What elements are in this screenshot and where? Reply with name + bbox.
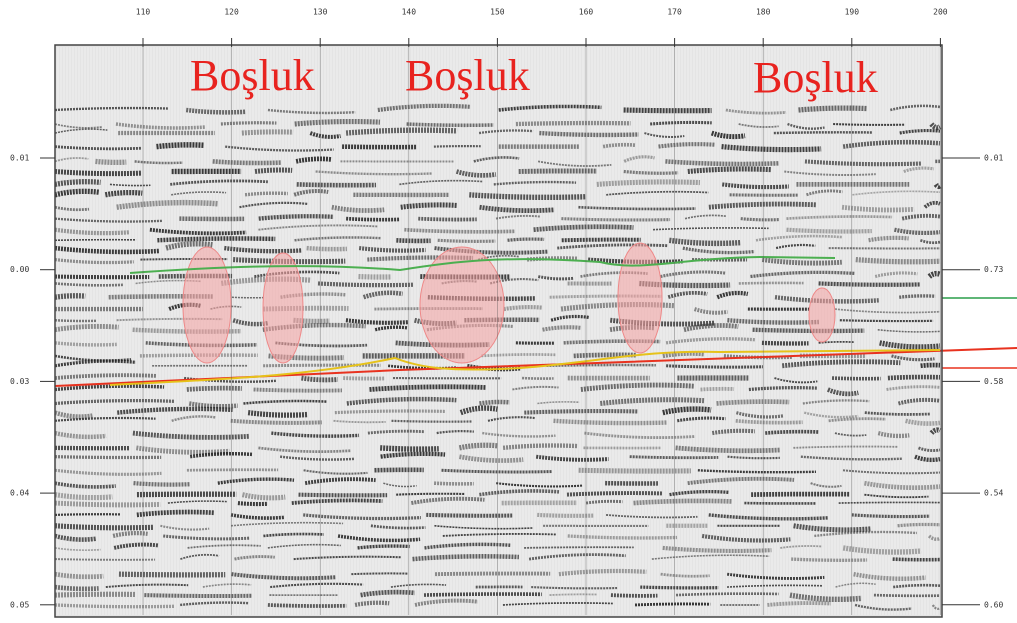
right-tick-label: 0.01	[984, 154, 1003, 163]
left-tick-label: 0.01	[10, 154, 29, 163]
reflector	[524, 547, 634, 548]
right-tick-label: 0.54	[984, 489, 1003, 498]
left-tick-label: 0.04	[10, 489, 29, 498]
reflector	[842, 207, 914, 210]
annotation: Boşluk	[190, 51, 315, 100]
reflector	[787, 230, 872, 232]
void-highlight	[618, 243, 662, 353]
reflector	[245, 193, 288, 195]
reflector	[55, 171, 142, 173]
top-tick-label: 180	[756, 8, 771, 17]
right-tick-label: 0.60	[984, 600, 1003, 609]
reflector	[404, 230, 515, 232]
annotation: Boşluk	[405, 51, 530, 100]
annotation: Boşluk	[753, 53, 878, 102]
reflector	[603, 145, 635, 147]
reflector	[55, 343, 117, 345]
right-tick-label: 0.73	[984, 265, 1003, 274]
seismic-figure: 110 120 130 140 150 160 170 180 190 200 0.01 0.00 0.…	[0, 0, 1017, 623]
void-highlight	[809, 288, 835, 342]
reflector	[531, 587, 617, 588]
top-tick-label: 140	[402, 8, 417, 17]
reflector	[898, 524, 940, 525]
reflector	[55, 587, 99, 589]
reflector	[479, 402, 509, 403]
top-tick-label: 160	[579, 8, 594, 17]
top-tick-label: 170	[667, 8, 682, 17]
left-tick-label: 0.05	[10, 600, 29, 609]
reflector	[335, 411, 445, 413]
reflector	[396, 494, 465, 495]
reflector	[426, 515, 512, 516]
reflector	[749, 388, 817, 390]
reflector	[238, 503, 268, 504]
left-tick-label: 0.00	[10, 265, 29, 274]
reflector	[213, 161, 281, 163]
top-tick-label: 110	[136, 8, 151, 17]
reflector	[442, 470, 553, 472]
reflector	[717, 402, 790, 404]
reflector	[650, 122, 712, 124]
void-highlight	[183, 247, 231, 363]
right-tick-label: 0.58	[984, 377, 1003, 386]
reflector	[55, 296, 85, 297]
void-highlight	[263, 253, 303, 363]
top-tick-label: 120	[224, 8, 239, 17]
reflector	[242, 132, 293, 133]
top-tick-label: 150	[490, 8, 505, 17]
reflector	[712, 431, 755, 433]
top-tick-label: 130	[313, 8, 328, 17]
reflector	[753, 330, 865, 331]
reflector	[676, 448, 781, 451]
reflector	[346, 130, 457, 133]
left-tick-label: 0.03	[10, 377, 29, 386]
reflector	[242, 495, 285, 498]
reflector	[597, 182, 700, 184]
reflector	[840, 320, 933, 321]
reflector	[799, 108, 868, 110]
top-tick-label: 190	[845, 8, 860, 17]
reflector	[295, 122, 380, 124]
top-tick-label: 200	[933, 8, 948, 17]
